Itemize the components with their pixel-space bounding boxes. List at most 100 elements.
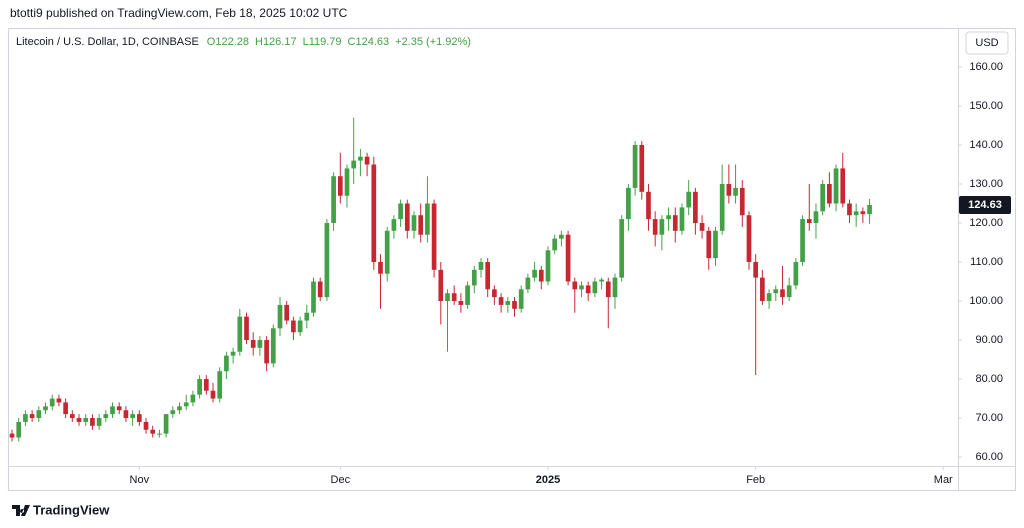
chart-title: Litecoin / U.S. Dollar, 1D, COINBASE xyxy=(16,36,199,48)
candle-body xyxy=(646,191,651,220)
y-tick-label: 90.00 xyxy=(975,334,1003,346)
candle-body xyxy=(23,414,28,422)
candle-body xyxy=(639,145,645,192)
candle-body xyxy=(552,238,558,251)
candle-body xyxy=(599,279,604,282)
candle-body xyxy=(773,289,779,294)
candle-body xyxy=(284,304,290,321)
candle-body xyxy=(291,320,296,333)
candle-body xyxy=(465,285,470,305)
candle-body xyxy=(150,429,156,434)
y-tick-label: 120.00 xyxy=(969,217,1003,229)
candle-body xyxy=(244,316,249,341)
candle-body xyxy=(210,390,216,399)
ohlc-value: C124.63 xyxy=(348,36,390,48)
ohlc-value: +2.35 (+1.92%) xyxy=(395,36,471,48)
candle-body xyxy=(733,187,738,196)
candle-body xyxy=(331,176,336,224)
candle-body xyxy=(197,379,202,395)
candle-body xyxy=(123,410,129,419)
candle-body xyxy=(163,414,169,434)
candle-body xyxy=(43,406,48,411)
candle-body xyxy=(49,398,55,407)
candle-body xyxy=(425,203,430,235)
candle-body xyxy=(170,410,176,415)
candle-body xyxy=(793,262,799,286)
candle-body xyxy=(9,433,15,438)
candle-body xyxy=(404,203,410,231)
candle-body xyxy=(820,184,826,212)
candle-body xyxy=(471,269,477,286)
candle-body xyxy=(297,320,303,333)
candle-body xyxy=(337,176,343,196)
candle-body xyxy=(847,203,852,216)
candle-body xyxy=(36,410,42,419)
x-tick-label: Nov xyxy=(130,474,150,486)
y-tick-label: 160.00 xyxy=(969,61,1003,73)
candle-body xyxy=(317,281,323,298)
candle-body xyxy=(579,285,584,290)
candle-body xyxy=(806,219,812,224)
candle-body xyxy=(277,304,283,329)
candle-body xyxy=(619,219,625,278)
candle-body xyxy=(565,234,571,282)
last-price-label: 124.63 xyxy=(968,199,1002,211)
candle-body xyxy=(592,281,598,294)
y-tick-label: 100.00 xyxy=(969,295,1003,307)
candle-body xyxy=(304,312,310,321)
candle-body xyxy=(445,293,450,302)
chart-frame xyxy=(8,28,1016,491)
candle-body xyxy=(76,418,82,422)
candle-body xyxy=(190,394,196,403)
candle-body xyxy=(605,281,611,298)
last-price-box xyxy=(959,195,1011,214)
candle-body xyxy=(16,421,22,438)
x-tick-label: Feb xyxy=(746,474,765,486)
y-tick-label: 110.00 xyxy=(970,256,1003,268)
candle-body xyxy=(351,160,357,169)
x-tick-label: Mar xyxy=(934,474,953,486)
candle-body xyxy=(753,262,759,278)
candle-body xyxy=(572,281,578,290)
candle-body xyxy=(632,145,638,188)
candle-body xyxy=(699,223,705,231)
y-tick-label: 140.00 xyxy=(969,139,1003,151)
candle-body xyxy=(478,262,484,270)
candle-body xyxy=(130,414,135,419)
candle-body xyxy=(143,421,149,430)
candle-body xyxy=(813,211,819,224)
ohlc-value: O122.28 xyxy=(207,36,249,48)
candle-body xyxy=(612,277,618,298)
candle-body xyxy=(116,406,122,411)
ohlc-value: H126.17 xyxy=(255,36,297,48)
candle-body xyxy=(853,211,859,216)
candle-body xyxy=(371,164,377,263)
candle-body xyxy=(250,340,256,348)
candle-body xyxy=(358,156,363,161)
candle-body xyxy=(63,402,68,415)
candle-body xyxy=(766,293,772,302)
candle-body xyxy=(230,351,236,356)
candle-body xyxy=(492,289,497,298)
candle-body xyxy=(833,168,839,204)
candle-body xyxy=(666,215,671,220)
candle-body xyxy=(270,328,276,364)
candle-body xyxy=(431,203,437,270)
candle-body xyxy=(679,207,685,231)
candle-body xyxy=(706,230,712,259)
candle-body xyxy=(69,414,75,419)
currency-box[interactable] xyxy=(965,31,1009,55)
candle-body xyxy=(840,168,846,204)
candle-body xyxy=(418,215,424,235)
candle-body xyxy=(257,340,263,348)
candle-body xyxy=(746,215,752,263)
candle-body xyxy=(391,219,397,231)
logo xyxy=(12,505,30,516)
candle-body xyxy=(96,418,102,426)
candle-body xyxy=(217,371,223,399)
y-tick-label: 70.00 xyxy=(975,412,1003,424)
candle-body xyxy=(532,269,537,278)
candle-body xyxy=(451,293,457,302)
candle-body xyxy=(867,204,872,215)
